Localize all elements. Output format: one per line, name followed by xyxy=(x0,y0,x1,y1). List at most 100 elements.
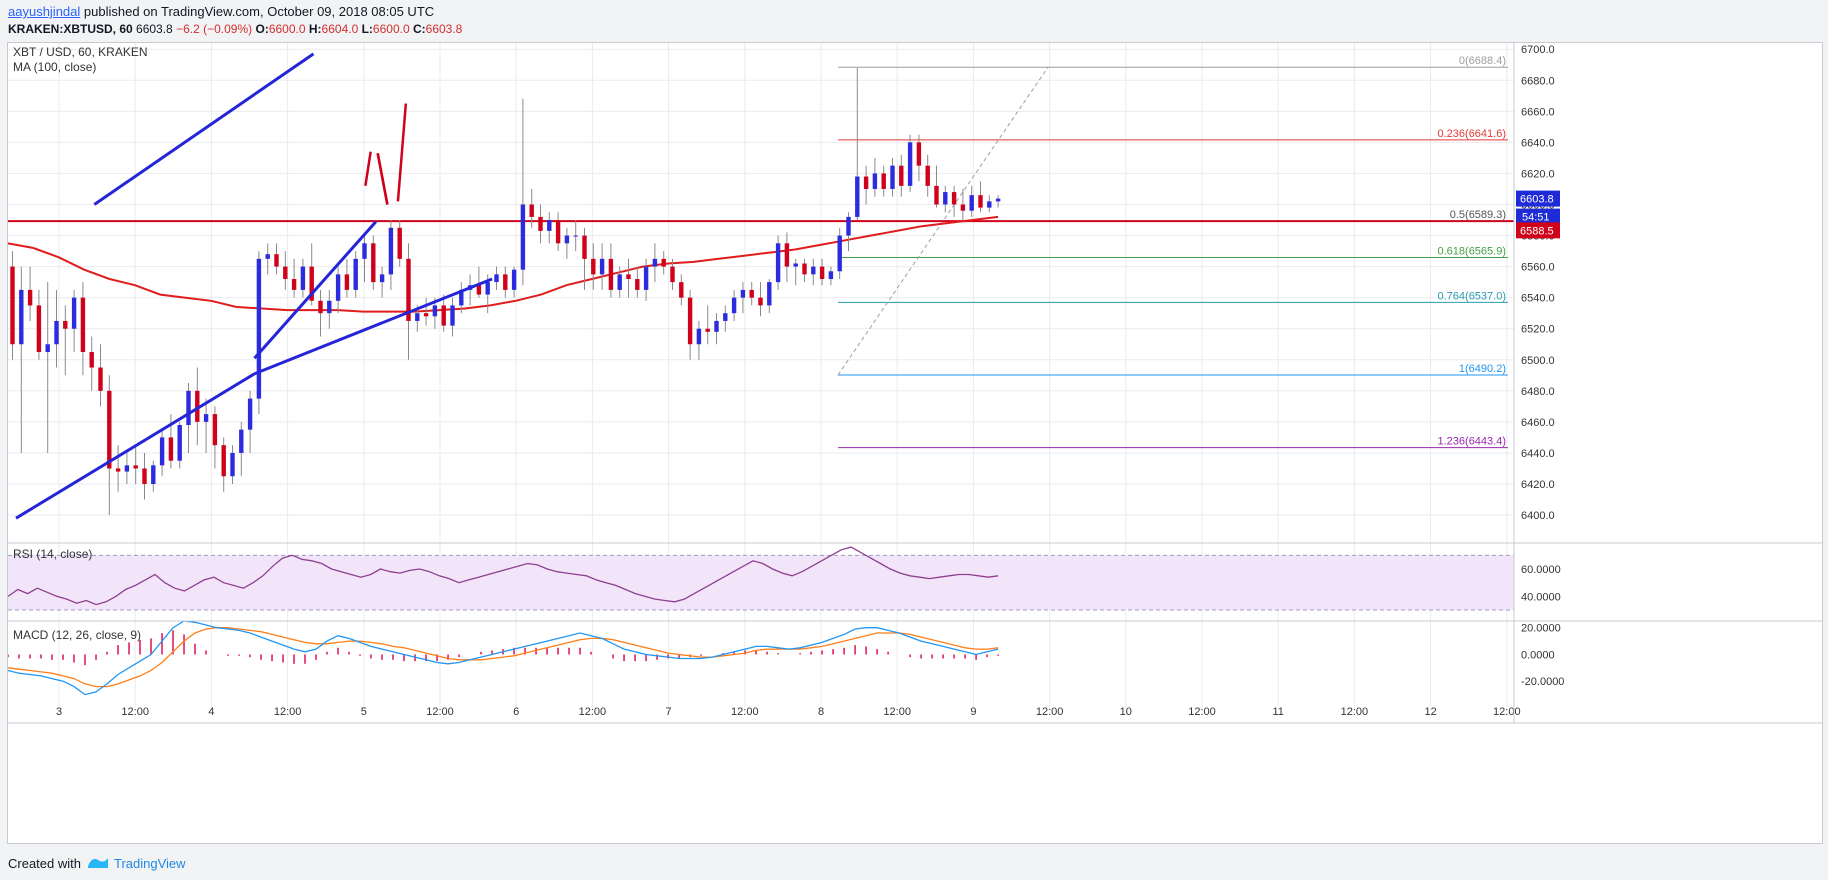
fib-level-label: 0.764(6537.0) xyxy=(1438,290,1507,302)
candle-body xyxy=(749,289,754,298)
x-tick-label: 12:00 xyxy=(1341,706,1369,718)
candle-body xyxy=(775,243,781,283)
candle-body xyxy=(767,282,772,306)
open-label: O: xyxy=(255,22,269,36)
main-pane-title: XBT / USD, 60, KRAKEN xyxy=(13,45,148,59)
fibonacci-retracement[interactable]: 0(6688.4) 0.236(6641.6) 0.5(6589.3) 0.618(6… xyxy=(8,55,1514,449)
candle-body xyxy=(212,414,218,446)
candle-body xyxy=(555,220,561,244)
candle-body xyxy=(723,313,728,321)
close-value: 6603.8 xyxy=(425,22,463,36)
countdown-label: 54:51 xyxy=(1522,212,1550,224)
macd-pane xyxy=(7,620,999,696)
candle-body xyxy=(89,352,94,368)
candle-body xyxy=(318,300,323,314)
x-tick-label: 12:00 xyxy=(579,706,607,718)
x-tick-label: 5 xyxy=(361,706,367,718)
candle-body xyxy=(151,465,156,484)
candle-body xyxy=(617,274,622,290)
candle-body xyxy=(10,266,15,345)
last-price-label: 6603.8 xyxy=(1520,194,1554,206)
footer: Created with TradingView xyxy=(0,848,1828,880)
candle-body xyxy=(987,201,992,208)
candle-body xyxy=(573,235,578,237)
candle-body xyxy=(503,274,508,290)
candle-body xyxy=(142,468,147,484)
candle-body xyxy=(203,414,209,422)
chart-frame[interactable]: 0(6688.4) 0.236(6641.6) 0.5(6589.3) 0.618(6… xyxy=(7,42,1823,844)
candle-body xyxy=(890,165,895,189)
ohlc-line: KRAKEN:XBTUSD, 60 6603.8 −6.2 (−0.09%) O… xyxy=(8,22,462,36)
candle-body xyxy=(239,429,244,453)
x-tick-label: 12:00 xyxy=(1493,706,1521,718)
price-change: −6.2 (−0.09%) xyxy=(176,22,253,36)
candle-body xyxy=(45,344,50,353)
y-tick-label: 6680.0 xyxy=(1521,75,1555,87)
candle-body xyxy=(80,297,86,353)
candle-body xyxy=(855,176,860,217)
y-tick-label: 6460.0 xyxy=(1521,417,1555,429)
trendlines[interactable] xyxy=(15,52,493,520)
candle-body xyxy=(397,227,402,259)
macd-pane-title: MACD (12, 26, close, 9) xyxy=(13,628,142,642)
x-tick-label: 12:00 xyxy=(426,706,454,718)
candle-body xyxy=(793,263,798,267)
chart-canvas[interactable]: 0(6688.4) 0.236(6641.6) 0.5(6589.3) 0.618(6… xyxy=(7,43,1822,843)
candle-body xyxy=(564,235,570,244)
candle-body xyxy=(27,289,33,306)
rsi-band xyxy=(8,555,1514,611)
author-link[interactable]: aayushjindal xyxy=(8,4,81,19)
trendline xyxy=(253,277,493,376)
candle-body xyxy=(344,274,350,290)
candle-body xyxy=(283,266,288,280)
candle-body xyxy=(758,297,763,306)
x-tick-label: 9 xyxy=(970,706,976,718)
candle-body xyxy=(450,305,455,326)
projection-line xyxy=(364,151,372,187)
candle-body xyxy=(846,216,851,236)
y-tick-label: 6700.0 xyxy=(1521,44,1555,56)
y-tick-label: 6440.0 xyxy=(1521,448,1555,460)
low-value: 6600.0 xyxy=(372,22,410,36)
candle-body xyxy=(608,258,614,290)
high-value: 6604.0 xyxy=(321,22,359,36)
candle-body xyxy=(899,165,904,186)
candle-body xyxy=(599,258,605,275)
candle-body xyxy=(362,243,367,259)
axis-layer: 3 12:00 4 12:00 5 12:00 6 12:00 7 12:00 8 12:00 9 12:… xyxy=(8,43,1822,724)
x-tick-label: 4 xyxy=(208,706,214,718)
candle-body xyxy=(978,195,983,208)
candle-body xyxy=(934,185,939,205)
candle-body xyxy=(995,198,1001,202)
trendline xyxy=(253,220,378,360)
ma-indicator-label: MA (100, close) xyxy=(13,60,97,74)
candle-body xyxy=(423,313,429,317)
candle-body xyxy=(476,285,482,295)
x-tick-label: 12 xyxy=(1424,706,1436,718)
fib-level-label: 0.236(6641.6) xyxy=(1438,128,1507,140)
candle-body xyxy=(547,220,552,231)
candle-body xyxy=(115,468,121,472)
candle-body xyxy=(19,289,24,345)
candle-body xyxy=(186,390,191,425)
x-tick-label: 12:00 xyxy=(274,706,302,718)
fib-trend-line xyxy=(837,66,1049,376)
tradingview-link[interactable]: TradingView xyxy=(114,856,186,871)
candle-body xyxy=(265,254,270,259)
macd-tick-label: -20.0000 xyxy=(1521,676,1564,688)
x-tick-label: 6 xyxy=(513,706,519,718)
x-tick-label: 12:00 xyxy=(121,706,149,718)
candle-body xyxy=(687,297,693,345)
candle-body xyxy=(371,243,376,283)
y-tick-label: 6560.0 xyxy=(1521,262,1555,274)
tradingview-logo-icon[interactable] xyxy=(86,854,110,875)
candle-body xyxy=(925,165,930,186)
candle-body xyxy=(643,266,649,290)
macd-line xyxy=(7,620,999,696)
macd-tick-label: 0.0000 xyxy=(1521,649,1555,661)
candle-body xyxy=(309,266,314,301)
publish-info: published on TradingView.com, October 09… xyxy=(80,4,435,19)
candle-body xyxy=(635,279,640,290)
candle-body xyxy=(731,297,737,314)
x-tick-label: 12:00 xyxy=(1036,706,1064,718)
